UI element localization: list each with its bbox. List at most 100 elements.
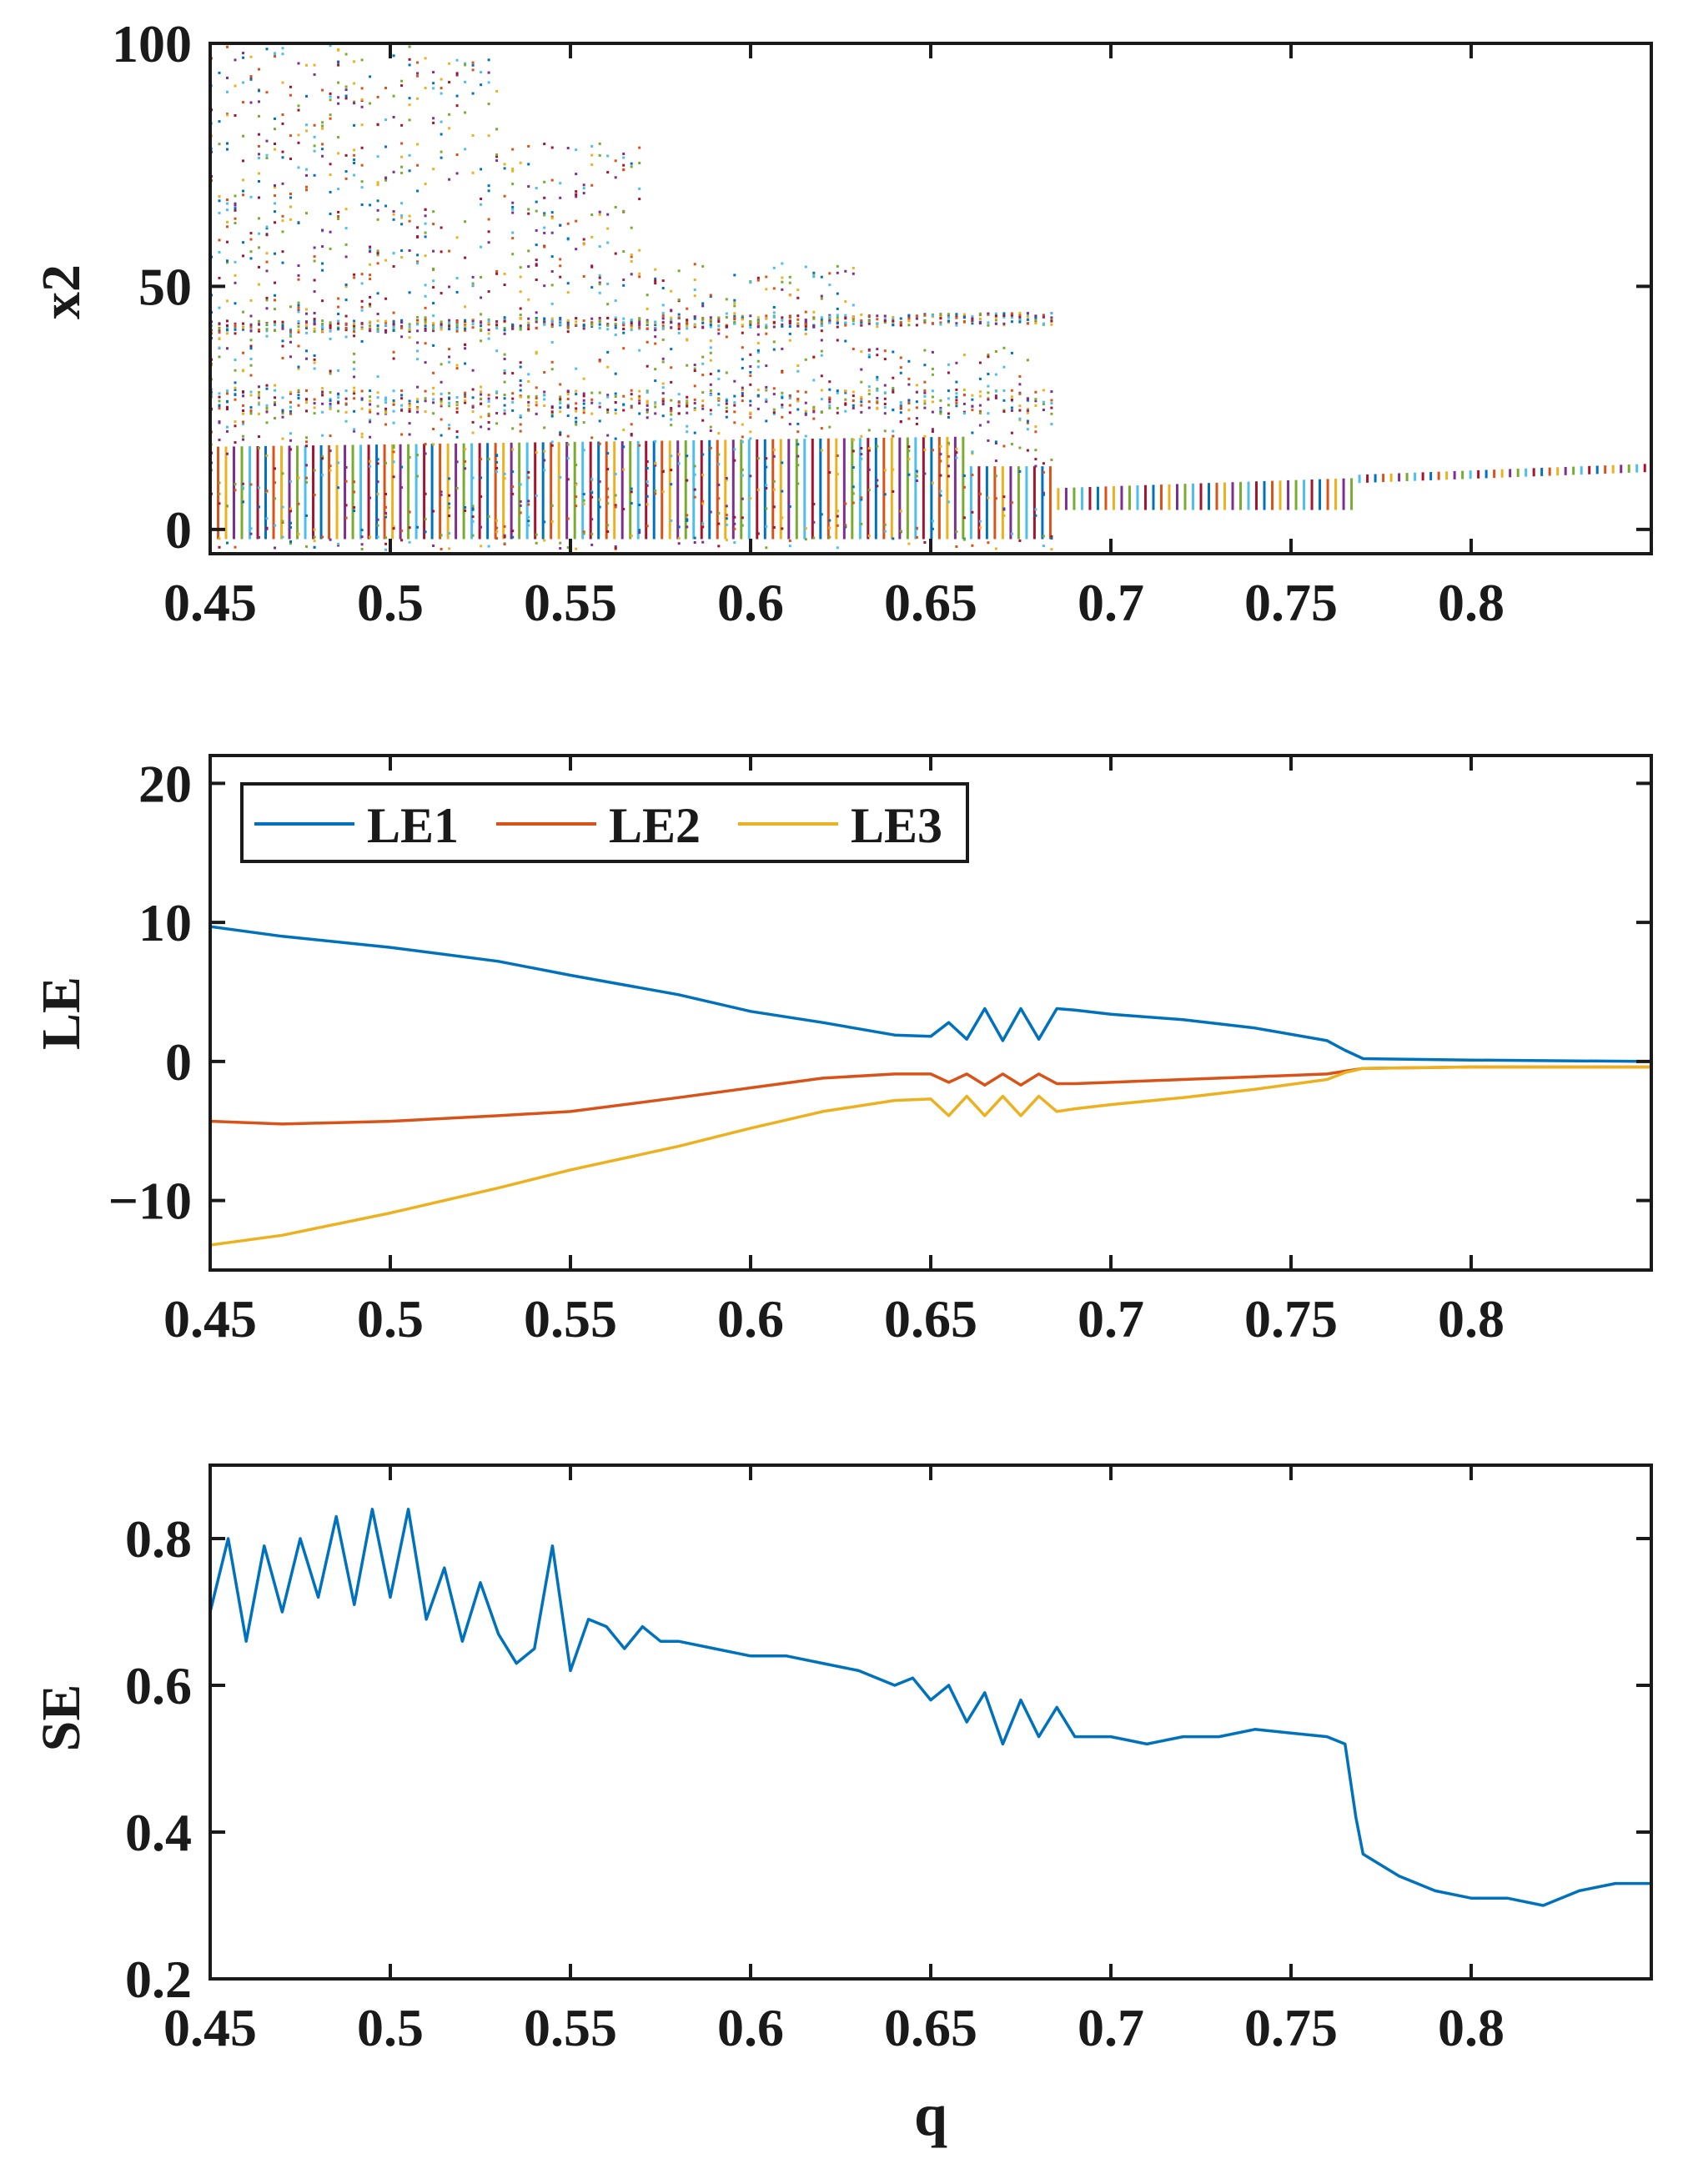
scatter-point: [1026, 428, 1029, 431]
scatter-point: [550, 317, 554, 320]
scatter-point: [630, 389, 633, 392]
scatter-point: [566, 291, 570, 294]
scatter-point: [907, 317, 911, 320]
scatter-point: [274, 128, 276, 131]
scatter-point: [440, 398, 443, 401]
scatter-point: [796, 454, 800, 458]
scatter-point: [899, 371, 902, 374]
scatter-point: [305, 476, 308, 479]
scatter-point: [265, 410, 269, 414]
scatter-point: [226, 299, 229, 303]
scatter-point: [464, 401, 467, 404]
scatter-point: [812, 536, 816, 540]
scatter-point: [289, 409, 292, 413]
scatter-point: [661, 386, 665, 389]
scatter-point: [725, 479, 728, 482]
scatter-point: [709, 295, 712, 299]
scatter-point: [464, 391, 467, 394]
scatter-point: [883, 469, 887, 472]
scatter-point: [709, 351, 712, 354]
scatter-point: [448, 424, 451, 427]
scatter-point: [796, 422, 800, 425]
scatter-point: [994, 350, 997, 353]
scatter-point: [480, 495, 483, 498]
scatter-point: [836, 339, 839, 342]
scatter-point: [289, 93, 292, 97]
scatter-point: [337, 61, 340, 64]
scatter-point: [503, 326, 506, 329]
scatter-point: [495, 460, 499, 464]
scatter-point: [860, 410, 863, 414]
scatter-point: [471, 284, 475, 287]
scatter-point: [471, 420, 475, 424]
scatter-point: [369, 395, 372, 399]
scatter-point: [812, 410, 816, 414]
scatter-point: [480, 545, 483, 548]
scatter-point: [519, 504, 522, 507]
scatter-point: [717, 453, 721, 456]
scatter-point: [828, 396, 831, 399]
scatter-point: [765, 507, 768, 510]
scatter-point: [400, 335, 404, 339]
series-line-le2: [209, 1065, 1651, 1126]
scatter-point: [218, 404, 221, 407]
scatter-point: [915, 469, 918, 473]
scatter-point: [519, 161, 522, 164]
scatter-point: [550, 440, 554, 444]
scatter-point: [844, 321, 847, 324]
scatter-point: [883, 397, 887, 400]
scatter-point: [598, 402, 601, 405]
scatter-point: [274, 194, 276, 198]
scatter-point: [1018, 392, 1022, 395]
scatter-point: [480, 198, 483, 200]
scatter-point: [360, 397, 364, 400]
scatter-point: [590, 477, 594, 480]
scatter-point: [693, 431, 696, 434]
scatter-point: [804, 265, 807, 269]
scatter-point: [781, 404, 784, 407]
scatter-point: [313, 367, 316, 370]
scatter-point: [867, 535, 871, 537]
scatter-point: [883, 523, 887, 526]
scatter-point: [503, 316, 506, 319]
scatter-point: [258, 144, 260, 148]
scatter-point: [353, 368, 356, 371]
scatter-point: [939, 406, 942, 409]
scatter-point: [495, 396, 499, 399]
scatter-point: [495, 128, 499, 131]
scatter-point: [234, 328, 237, 331]
scatter-point: [495, 454, 499, 457]
scatter-point: [947, 404, 950, 407]
scatter-point: [392, 265, 395, 268]
scatter-point: [234, 325, 237, 328]
scatter-point: [258, 323, 260, 326]
scatter-point: [590, 491, 594, 495]
scatter-point: [344, 177, 348, 180]
scatter-point: [828, 321, 831, 324]
scatter-point: [575, 367, 578, 370]
scatter-point: [487, 427, 490, 430]
scatter-point: [646, 467, 649, 469]
scatter-point: [384, 319, 388, 323]
scatter-point: [369, 304, 372, 308]
scatter-point: [709, 294, 712, 297]
scatter-point: [329, 398, 332, 401]
scatter-point: [313, 320, 316, 323]
scatter-point: [614, 326, 617, 329]
scatter-point: [543, 371, 546, 374]
scatter-point: [448, 547, 451, 550]
scatter-point: [670, 366, 673, 369]
scatter-point: [876, 348, 879, 351]
scatter-point: [955, 399, 958, 402]
scatter-point: [432, 82, 435, 85]
x-tick-label: 0.45: [163, 573, 257, 632]
scatter-point: [701, 302, 705, 305]
scatter-point: [860, 498, 863, 501]
scatter-point: [614, 473, 617, 475]
scatter-point: [464, 329, 467, 332]
scatter-point: [234, 386, 237, 389]
scatter-point: [559, 410, 562, 414]
scatter-point: [614, 392, 617, 395]
scatter-point: [424, 183, 427, 186]
scatter-point: [550, 520, 554, 523]
